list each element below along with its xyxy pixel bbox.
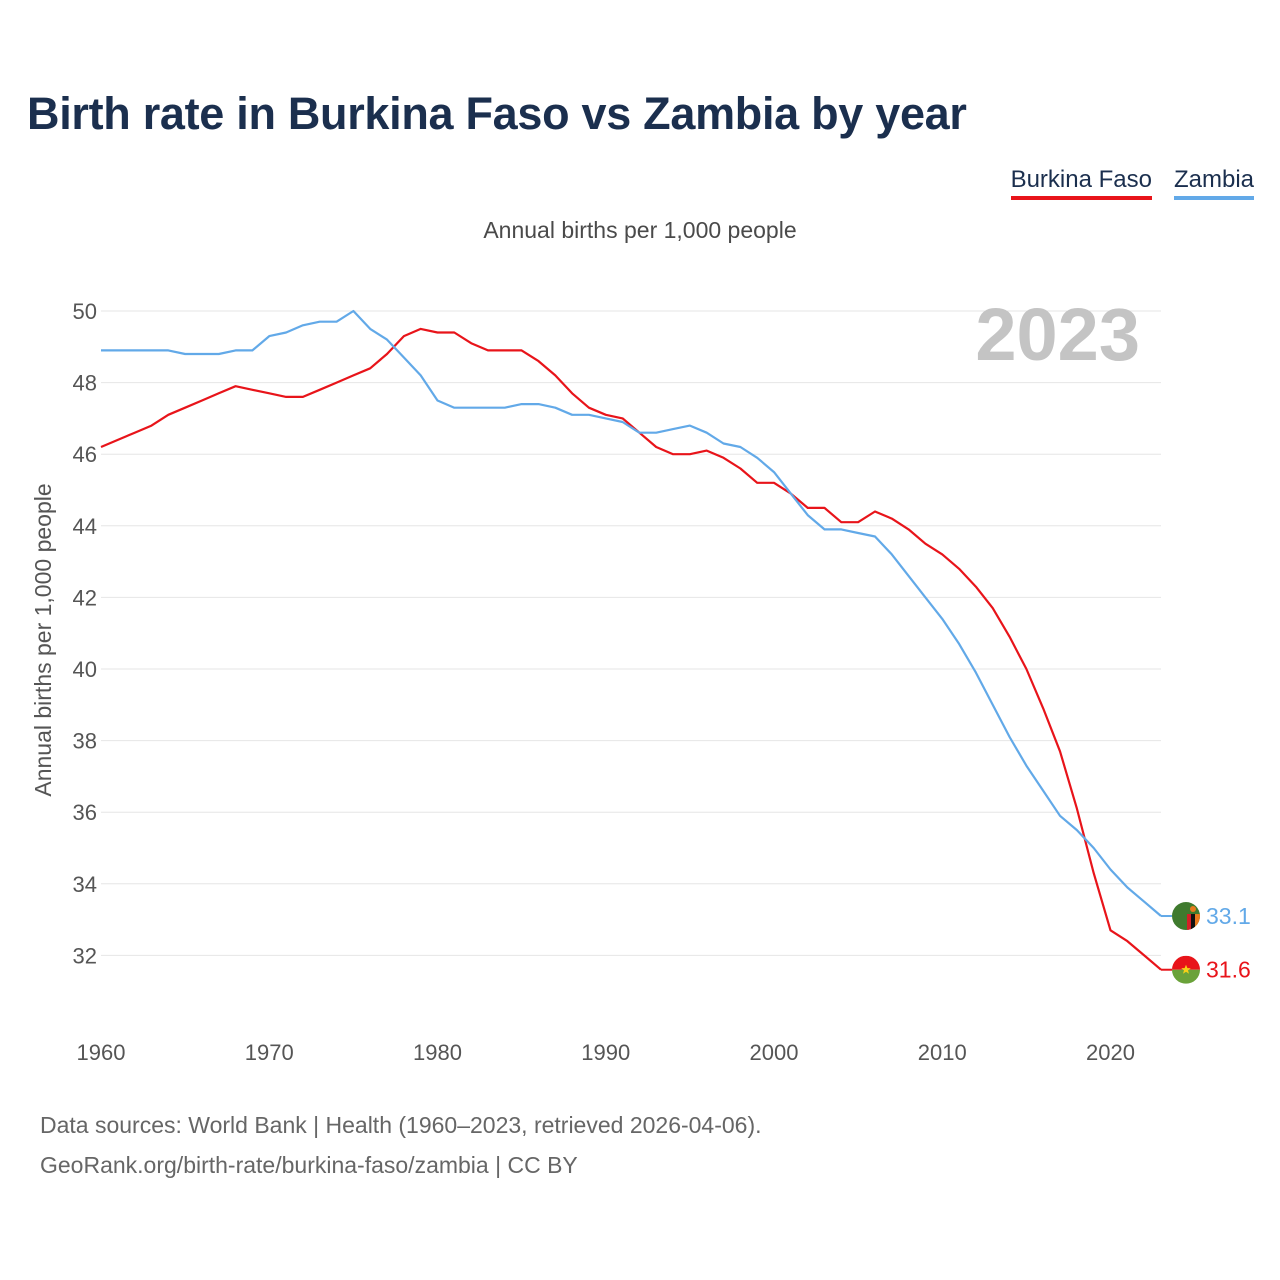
footer: Data sources: World Bank | Health (1960–…: [40, 1105, 762, 1185]
series-line-burkina-faso[interactable]: [100, 327, 1162, 971]
x-tick-label-1980: 1980: [413, 1040, 462, 1065]
flag-icon-burkina-faso: [1172, 955, 1200, 984]
y-tick-label-44: 44: [73, 514, 97, 539]
legend: Burkina Faso Zambia: [1010, 166, 1254, 200]
chart-subtitle: Annual births per 1,000 people: [483, 217, 797, 243]
flag-icon-zambia: [1172, 902, 1200, 931]
x-tick-label-2020: 2020: [1086, 1040, 1135, 1065]
y-tick-label-38: 38: [73, 729, 97, 754]
x-tick-label-1960: 1960: [77, 1040, 126, 1065]
chart-title: Birth rate in Burkina Faso vs Zambia by …: [27, 88, 967, 139]
x-tick-label-2010: 2010: [918, 1040, 967, 1065]
legend-item-burkina-faso[interactable]: Burkina Faso: [1010, 166, 1152, 200]
attribution-link[interactable]: GeoRank.org/birth-rate/burkina-faso/zamb…: [40, 1152, 578, 1178]
x-axis-ticks: 1960 1970 1980 1990 2000 2010 2020: [77, 1040, 1135, 1065]
y-tick-label-36: 36: [73, 800, 97, 825]
y-tick-label-42: 42: [73, 585, 97, 610]
y-axis-label: Annual births per 1,000 people: [30, 483, 56, 796]
y-tick-label-34: 34: [73, 872, 97, 897]
x-tick-label-2000: 2000: [750, 1040, 799, 1065]
current-year-label: 2023: [975, 293, 1140, 376]
y-tick-label-48: 48: [73, 371, 97, 396]
end-value-label-burkina-faso: 31.6: [1206, 957, 1251, 983]
line-chart: 32 34 36 38 40 42 44 46 48 50 1960 1970 1980 1990 200…: [30, 293, 1251, 1065]
x-tick-label-1970: 1970: [245, 1040, 294, 1065]
y-tick-label-32: 32: [73, 943, 97, 968]
y-tick-label-46: 46: [73, 442, 97, 467]
y-axis-ticks: 32 34 36 38 40 42 44 46 48 50: [73, 299, 97, 968]
x-tick-label-1990: 1990: [581, 1040, 630, 1065]
series-line-zambia[interactable]: [101, 309, 1162, 917]
y-tick-label-50: 50: [73, 299, 97, 324]
end-markers: 31.6 33.1: [1161, 902, 1251, 984]
data-source-text: Data sources: World Bank | Health (1960–…: [40, 1112, 762, 1138]
end-value-label-zambia: 33.1: [1206, 903, 1251, 929]
y-tick-label-40: 40: [73, 657, 97, 682]
gridlines: [101, 310, 1161, 956]
series-lines: [100, 309, 1162, 971]
legend-item-zambia[interactable]: Zambia: [1173, 166, 1254, 200]
